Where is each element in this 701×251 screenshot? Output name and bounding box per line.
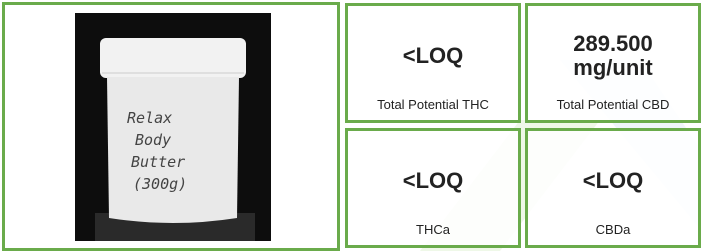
result-card: <LOQ Total Potential THC <box>345 3 521 123</box>
result-card: <LOQ CBDa <box>525 128 701 248</box>
jar-body <box>107 77 239 223</box>
result-card: <LOQ THCa <box>345 128 521 248</box>
result-label: CBDa <box>528 222 698 237</box>
jar-label-line: (300g) <box>133 175 187 193</box>
result-value: <LOQ <box>352 26 514 86</box>
jar-label-line: Relax <box>127 109 172 127</box>
result-card: 289.500 mg/unit Total Potential CBD <box>525 3 701 123</box>
result-label: Total Potential THC <box>348 97 518 112</box>
result-value: <LOQ <box>352 151 514 211</box>
product-photo: Relax Body Butter (300g) <box>75 13 271 241</box>
jar-label-line: Body <box>135 131 171 149</box>
photo-box: Relax Body Butter (300g) <box>2 2 340 251</box>
page: Relax Body Butter (300g) <LOQ Total Potenti… <box>0 0 701 251</box>
jar-label-line: Butter <box>131 153 185 171</box>
result-value: 289.500 mg/unit <box>532 26 694 86</box>
result-label: Total Potential CBD <box>528 97 698 112</box>
jar-lid <box>100 38 246 78</box>
result-value: <LOQ <box>532 151 694 211</box>
result-label: THCa <box>348 222 518 237</box>
